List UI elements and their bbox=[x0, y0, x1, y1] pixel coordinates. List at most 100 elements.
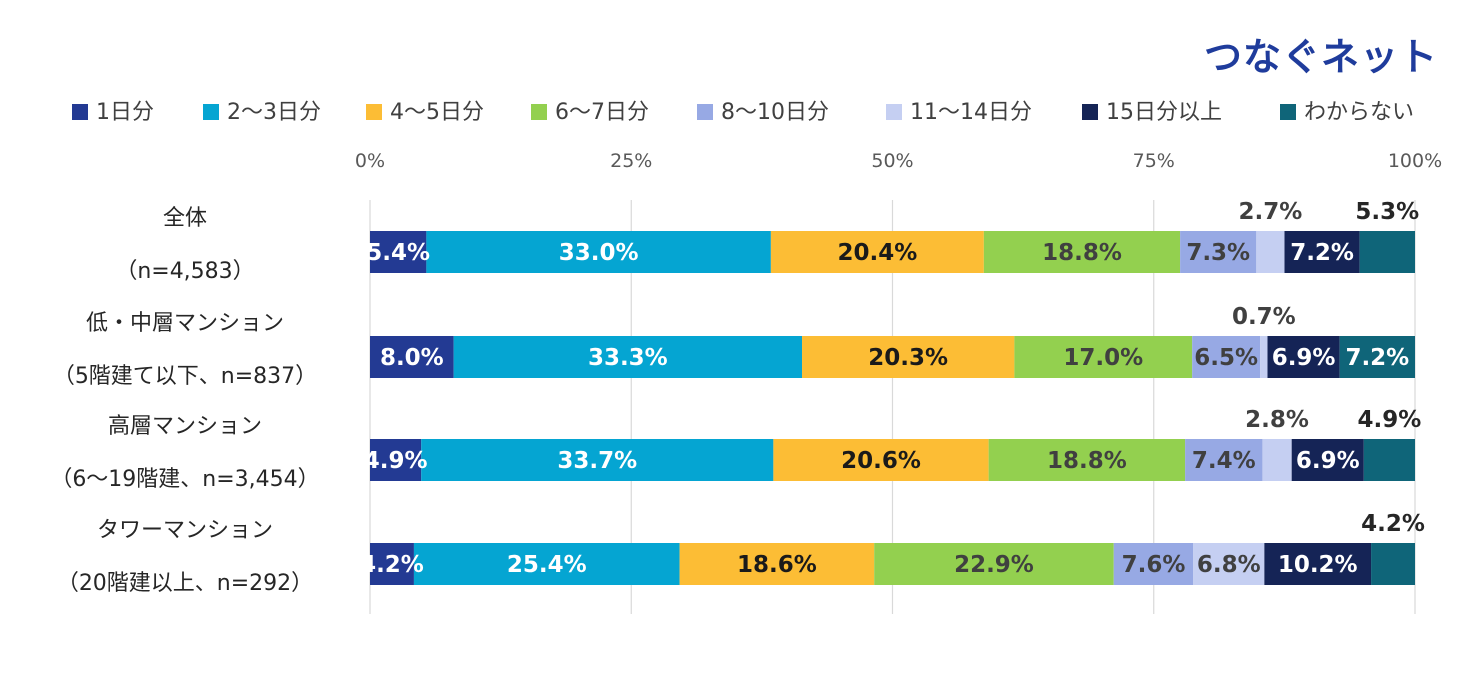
category-label: 高層マンション bbox=[108, 414, 262, 439]
bar-segment bbox=[1284, 231, 1360, 273]
bar-segment bbox=[1264, 543, 1372, 585]
bar-segment bbox=[874, 543, 1114, 585]
bar-segment bbox=[1339, 336, 1415, 378]
data-label: 7.6% bbox=[1122, 552, 1186, 578]
legend-swatch bbox=[886, 104, 902, 120]
legend-label: 11〜14日分 bbox=[910, 100, 1032, 125]
legend-swatch bbox=[1082, 104, 1098, 120]
bar-segment bbox=[802, 336, 1015, 378]
data-label: 18.8% bbox=[1042, 240, 1122, 266]
category-labels: 全体 （n=4,583） 低・中層マンション （5階建て以下、n=837） 高層マンショ… bbox=[50, 206, 319, 596]
legend-swatch bbox=[72, 104, 88, 120]
bar-segment bbox=[1291, 439, 1364, 481]
bar-segment bbox=[1371, 543, 1415, 585]
data-label: 7.2% bbox=[1345, 345, 1409, 371]
legend-label: 4〜5日分 bbox=[390, 100, 484, 125]
data-label: 18.6% bbox=[737, 552, 817, 578]
bar-segment bbox=[413, 543, 680, 585]
legend-label: 2〜3日分 bbox=[227, 100, 321, 125]
bar-segment bbox=[1193, 543, 1265, 585]
bar-segment bbox=[1260, 336, 1268, 378]
bar-segment bbox=[1113, 543, 1194, 585]
data-label: 6.9% bbox=[1272, 345, 1336, 371]
data-label: 7.2% bbox=[1290, 240, 1354, 266]
bar-segment bbox=[988, 439, 1186, 481]
category-sublabel: （6〜19階建、n=3,454） bbox=[50, 467, 319, 492]
legend-label: 6〜7日分 bbox=[555, 100, 649, 125]
x-tick-label: 50% bbox=[871, 150, 913, 172]
data-label: 10.2% bbox=[1278, 552, 1358, 578]
data-label: 4.2% bbox=[1361, 511, 1425, 537]
data-label: 18.8% bbox=[1047, 448, 1127, 474]
bar-segment bbox=[453, 336, 803, 378]
legend-swatch bbox=[697, 104, 713, 120]
legend-swatch bbox=[203, 104, 219, 120]
bar-segment bbox=[1180, 231, 1257, 273]
category-label: 低・中層マンション bbox=[86, 311, 284, 336]
bar-segment bbox=[1014, 336, 1193, 378]
bar-segment bbox=[1192, 336, 1261, 378]
data-label: 4.9% bbox=[364, 448, 428, 474]
data-label: 2.7% bbox=[1239, 199, 1303, 225]
data-label: 20.6% bbox=[841, 448, 921, 474]
data-label: 5.3% bbox=[1355, 199, 1419, 225]
data-label: 25.4% bbox=[507, 552, 587, 578]
data-label: 20.4% bbox=[837, 240, 917, 266]
category-label: タワーマンション bbox=[97, 518, 273, 543]
data-label: 7.4% bbox=[1192, 448, 1256, 474]
data-labels: 5.4% 33.0% 20.4% 18.8% 7.3%2.7%7.2%5.3%8.0% 3… bbox=[360, 199, 1425, 578]
bar-segment bbox=[426, 231, 771, 273]
x-tick-label: 100% bbox=[1388, 150, 1442, 172]
bar-segment bbox=[370, 543, 414, 585]
bar-segment bbox=[679, 543, 875, 585]
x-tick-label: 0% bbox=[355, 150, 385, 172]
legend-swatch bbox=[366, 104, 382, 120]
bar-segment bbox=[1359, 231, 1415, 273]
data-label: 33.7% bbox=[557, 448, 637, 474]
data-label: 22.9% bbox=[954, 552, 1034, 578]
category-sublabel: （5階建て以下、n=837） bbox=[53, 364, 317, 389]
legend-swatch bbox=[1280, 104, 1296, 120]
data-label: 4.9% bbox=[1357, 407, 1421, 433]
chart-legend: 1日分 2〜3日分 4〜5日分 6〜7日分 8〜10日分 11〜14日分 15日分以上 わから… bbox=[72, 100, 1414, 125]
legend-label: 1日分 bbox=[96, 100, 154, 125]
data-label: 7.3% bbox=[1186, 240, 1250, 266]
bar-segment bbox=[1262, 439, 1292, 481]
bars bbox=[370, 231, 1415, 585]
bar-segment bbox=[773, 439, 989, 481]
category-sublabel: （n=4,583） bbox=[115, 259, 254, 284]
data-label: 8.0% bbox=[380, 345, 444, 371]
data-label: 2.8% bbox=[1245, 407, 1309, 433]
bar-segment bbox=[370, 336, 454, 378]
data-label: 0.7% bbox=[1232, 304, 1296, 330]
data-label: 6.8% bbox=[1197, 552, 1261, 578]
x-tick-label: 25% bbox=[610, 150, 652, 172]
bar-segment bbox=[1256, 231, 1285, 273]
legend-label: わからない bbox=[1304, 100, 1414, 125]
data-label: 6.9% bbox=[1296, 448, 1360, 474]
legend-label: 8〜10日分 bbox=[721, 100, 829, 125]
brand-logo: つなぐネット bbox=[1203, 35, 1438, 79]
x-tick-label: 75% bbox=[1133, 150, 1175, 172]
data-label: 6.5% bbox=[1194, 345, 1258, 371]
bar-segment bbox=[770, 231, 984, 273]
data-label: 17.0% bbox=[1063, 345, 1143, 371]
bar-segment bbox=[1267, 336, 1340, 378]
data-label: 4.2% bbox=[360, 552, 424, 578]
bar-segment bbox=[370, 231, 427, 273]
bar-segment bbox=[983, 231, 1181, 273]
x-axis: 0% 25% 50% 75% 100% bbox=[355, 150, 1442, 172]
category-sublabel: （20階建以上、n=292） bbox=[57, 571, 313, 596]
bar-segment bbox=[370, 439, 422, 481]
bar-segment bbox=[1185, 439, 1263, 481]
bar-segment bbox=[1363, 439, 1415, 481]
category-label: 全体 bbox=[163, 206, 207, 231]
data-label: 20.3% bbox=[868, 345, 948, 371]
legend-swatch bbox=[531, 104, 547, 120]
data-label: 33.0% bbox=[559, 240, 639, 266]
data-label: 33.3% bbox=[588, 345, 668, 371]
data-label: 5.4% bbox=[366, 240, 430, 266]
legend-label: 15日分以上 bbox=[1106, 100, 1222, 125]
bar-segment bbox=[421, 439, 774, 481]
